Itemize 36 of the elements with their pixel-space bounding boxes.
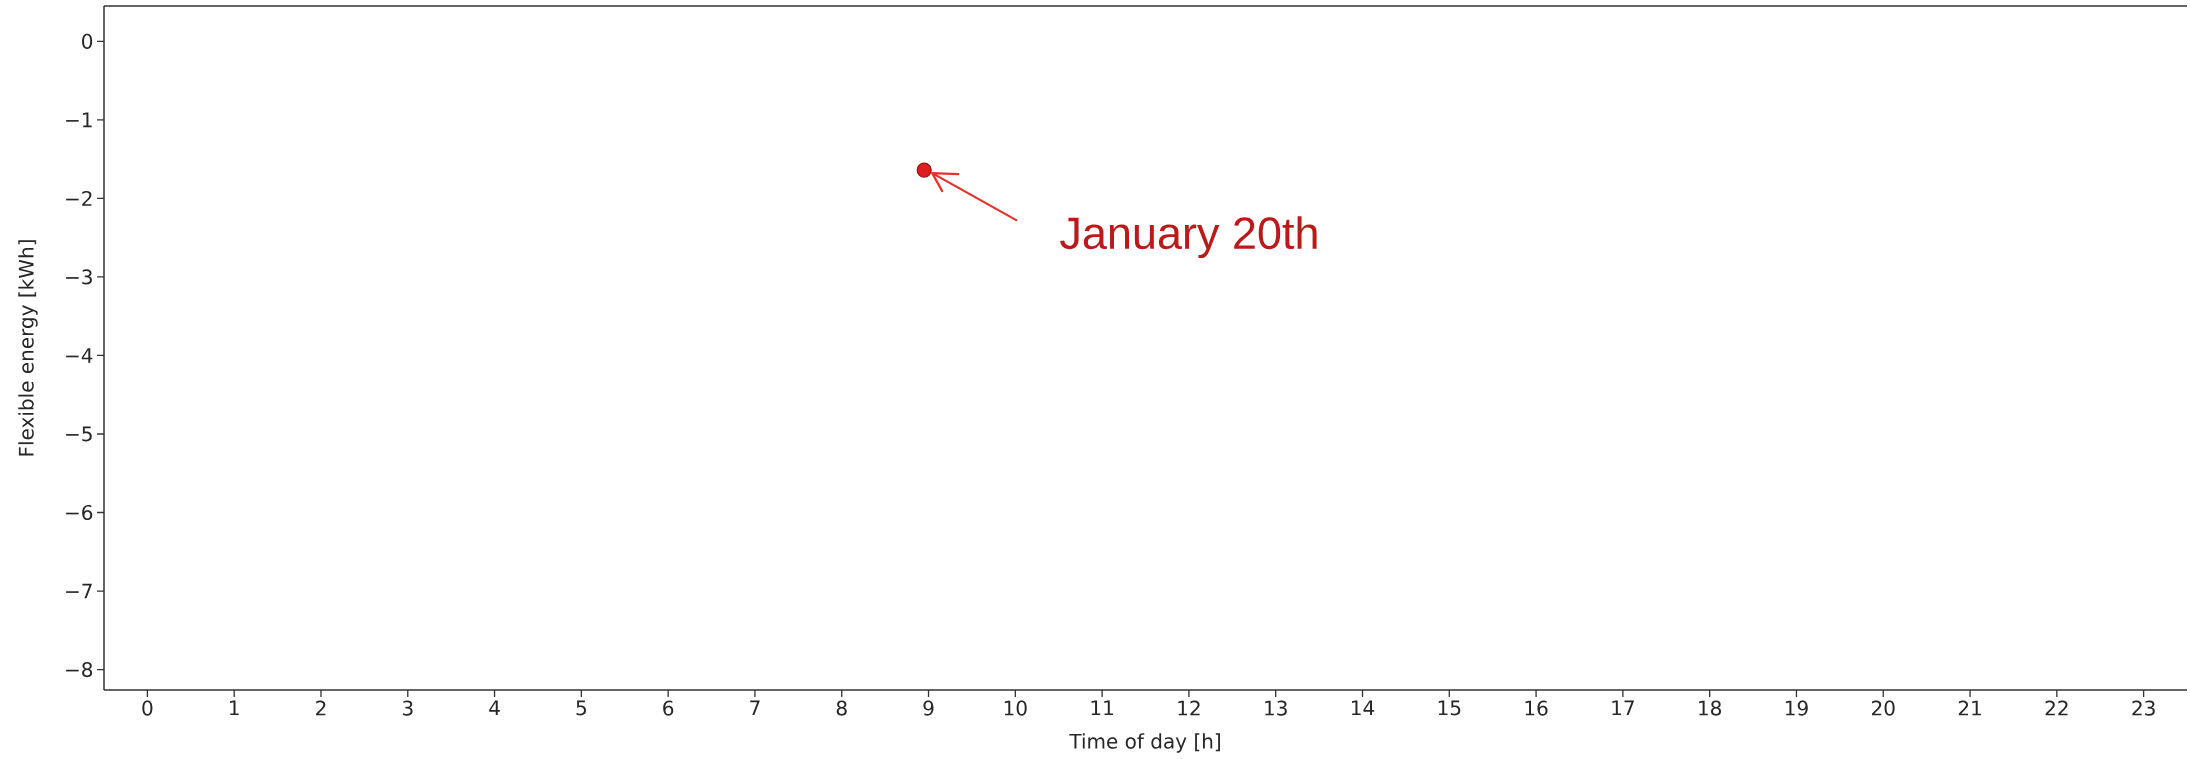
y-tick-label: −7: [66, 583, 92, 599]
x-tick-label: 20: [1871, 700, 1895, 716]
x-tick-label: 4: [489, 700, 500, 716]
x-tick-label: 12: [1178, 700, 1200, 716]
x-tick-label: 22: [2045, 700, 2068, 716]
x-tick-label: 17: [1612, 700, 1634, 716]
y-tick-label: −1: [66, 112, 92, 128]
x-tick-label: 16: [1525, 700, 1548, 716]
x-tick-label: 6: [663, 700, 674, 716]
x-tick-label: 2: [316, 700, 326, 716]
y-tick-label: −8: [66, 662, 93, 678]
x-tick-label: 19: [1785, 700, 1808, 716]
x-tick-label: 14: [1351, 700, 1375, 716]
y-tick-label: −3: [66, 269, 92, 285]
x-tick-label: 11: [1091, 700, 1113, 716]
x-tick-label: 13: [1265, 700, 1287, 716]
y-tick-label: −6: [66, 504, 93, 521]
x-tick-label: 23: [2132, 700, 2155, 716]
x-tick-label: 1: [230, 700, 239, 716]
x-tick-label: 15: [1438, 700, 1461, 716]
y-tick-label: 0: [82, 33, 93, 49]
x-tick-label: 21: [1958, 700, 1981, 716]
y-axis-title: Flexible energy [kWh]: [18, 240, 38, 456]
y-tick-label: −4: [66, 348, 93, 363]
x-tick-label: 10: [1004, 700, 1027, 716]
x-tick-label: 18: [1699, 700, 1722, 716]
x-tick-label: 3: [402, 700, 413, 716]
y-tick-label: −5: [66, 426, 92, 442]
y-tick-label: −2: [66, 190, 92, 206]
x-tick-label: 8: [836, 700, 847, 716]
x-axis-title: Time of day [h]: [1069, 733, 1220, 753]
x-tick-label: 0: [142, 700, 153, 716]
x-tick-label: 7: [750, 700, 760, 716]
x-tick-label: 9: [923, 700, 934, 716]
annotation: January 20th: [1060, 216, 1317, 259]
x-tick-label: 5: [576, 700, 586, 716]
